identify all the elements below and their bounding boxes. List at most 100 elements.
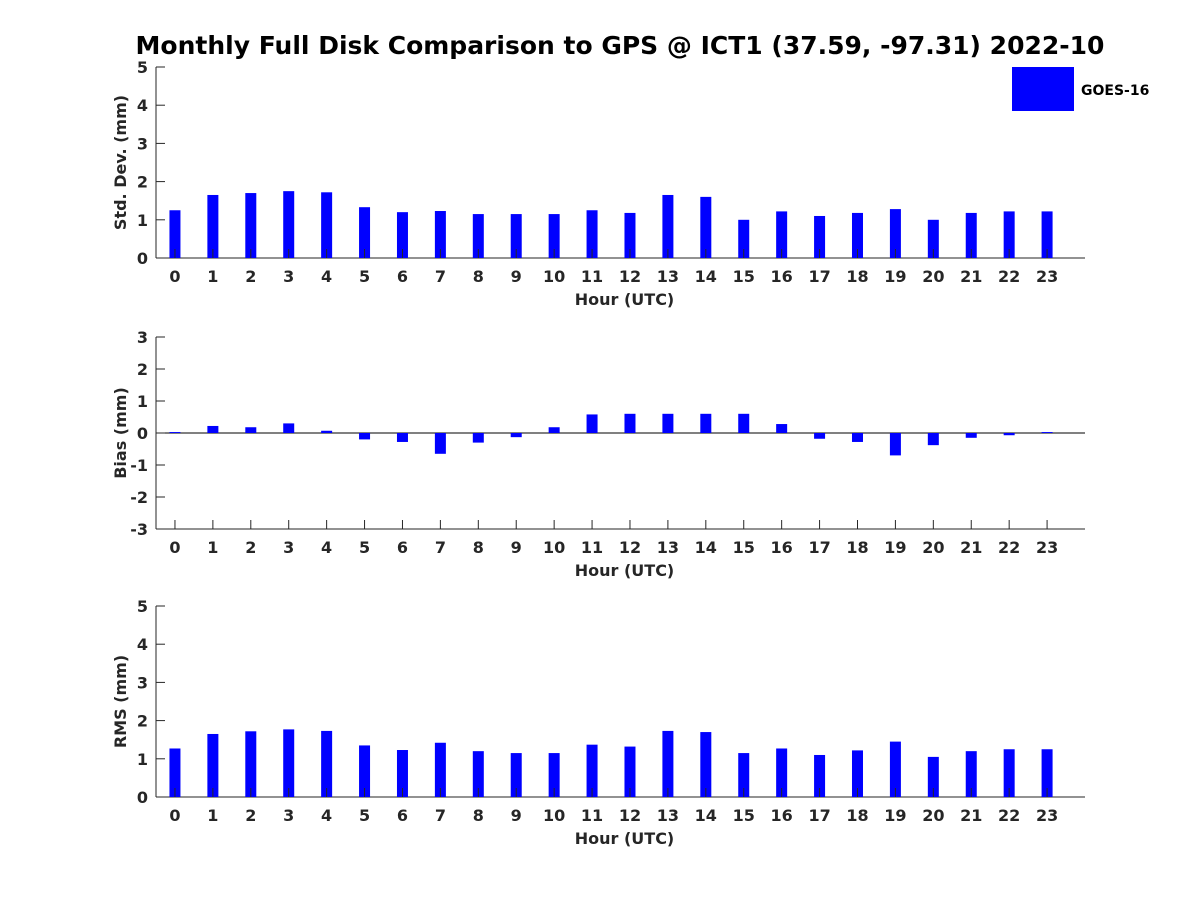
bar bbox=[548, 753, 560, 797]
y-tick-label: 3 bbox=[137, 673, 148, 692]
bar bbox=[245, 427, 257, 433]
bar bbox=[889, 209, 901, 258]
x-tick-label: 10 bbox=[543, 538, 565, 557]
x-tick-label: 18 bbox=[846, 267, 868, 286]
x-tick-label: 17 bbox=[808, 267, 830, 286]
x-tick-label: 1 bbox=[207, 806, 218, 825]
bar bbox=[700, 732, 712, 797]
bar bbox=[1003, 433, 1015, 436]
x-tick-label: 13 bbox=[657, 267, 679, 286]
y-tick-label: -3 bbox=[130, 520, 148, 539]
x-tick-label: 19 bbox=[884, 538, 906, 557]
x-tick-label: 4 bbox=[321, 267, 332, 286]
bar bbox=[245, 193, 257, 258]
bar bbox=[586, 744, 598, 797]
bar bbox=[548, 427, 560, 433]
x-tick-label: 20 bbox=[922, 267, 944, 286]
bar bbox=[889, 741, 901, 797]
bar bbox=[321, 430, 333, 433]
y-tick-label: 2 bbox=[137, 173, 148, 192]
x-tick-label: 15 bbox=[733, 806, 755, 825]
x-tick-label: 23 bbox=[1036, 267, 1058, 286]
bar bbox=[889, 433, 901, 456]
x-tick-label: 1 bbox=[207, 267, 218, 286]
y-tick-label: 4 bbox=[137, 96, 148, 115]
bar bbox=[662, 730, 674, 797]
bar bbox=[927, 219, 939, 258]
x-tick-label: 0 bbox=[169, 806, 180, 825]
bar bbox=[548, 214, 560, 258]
y-tick-label: 4 bbox=[137, 635, 148, 654]
y-axis-label: Bias (mm) bbox=[111, 387, 130, 479]
x-tick-label: 2 bbox=[245, 806, 256, 825]
bar bbox=[207, 425, 219, 433]
bar bbox=[434, 742, 446, 797]
bar bbox=[738, 753, 750, 797]
bar bbox=[1041, 749, 1053, 797]
x-tick-label: 14 bbox=[695, 267, 717, 286]
x-tick-label: 7 bbox=[435, 267, 446, 286]
legend: GOES-16 bbox=[1012, 67, 1149, 111]
bar bbox=[814, 433, 826, 439]
y-tick-label: 2 bbox=[137, 712, 148, 731]
x-tick-label: 2 bbox=[245, 538, 256, 557]
x-tick-label: 9 bbox=[511, 806, 522, 825]
y-tick-label: 1 bbox=[137, 211, 148, 230]
bar bbox=[472, 214, 484, 258]
bar bbox=[851, 212, 863, 258]
x-tick-label: 10 bbox=[543, 806, 565, 825]
bar bbox=[586, 210, 598, 258]
y-tick-label: 1 bbox=[137, 392, 148, 411]
x-tick-label: 9 bbox=[511, 538, 522, 557]
y-tick-label: 0 bbox=[137, 249, 148, 268]
bar bbox=[776, 424, 788, 433]
bar bbox=[700, 196, 712, 258]
bar bbox=[359, 745, 371, 797]
x-tick-label: 20 bbox=[922, 538, 944, 557]
x-tick-label: 0 bbox=[169, 538, 180, 557]
bar bbox=[510, 433, 522, 438]
y-tick-label: 2 bbox=[137, 360, 148, 379]
x-tick-label: 0 bbox=[169, 267, 180, 286]
bar bbox=[396, 212, 408, 258]
x-tick-label: 12 bbox=[619, 806, 641, 825]
x-tick-label: 6 bbox=[397, 267, 408, 286]
bar bbox=[472, 751, 484, 797]
bar bbox=[283, 191, 295, 258]
x-tick-label: 2 bbox=[245, 267, 256, 286]
x-tick-label: 8 bbox=[473, 538, 484, 557]
bar bbox=[283, 423, 295, 433]
y-tick-label: 0 bbox=[137, 424, 148, 443]
x-tick-label: 15 bbox=[733, 267, 755, 286]
x-tick-label: 12 bbox=[619, 267, 641, 286]
bar bbox=[321, 192, 333, 258]
x-tick-label: 8 bbox=[473, 267, 484, 286]
x-tick-label: 23 bbox=[1036, 806, 1058, 825]
bar bbox=[776, 211, 788, 258]
bar bbox=[1003, 749, 1015, 797]
bar bbox=[396, 750, 408, 797]
x-tick-label: 3 bbox=[283, 538, 294, 557]
bar bbox=[851, 750, 863, 797]
x-tick-label: 9 bbox=[511, 267, 522, 286]
bar bbox=[434, 433, 446, 454]
bar bbox=[662, 194, 674, 258]
y-axis-label: Std. Dev. (mm) bbox=[111, 95, 130, 230]
bar bbox=[510, 214, 522, 258]
x-tick-label: 14 bbox=[695, 538, 717, 557]
x-tick-label: 16 bbox=[771, 538, 793, 557]
bar bbox=[851, 433, 863, 442]
bar bbox=[283, 729, 295, 797]
x-tick-label: 6 bbox=[397, 538, 408, 557]
bar bbox=[965, 212, 977, 258]
bar bbox=[359, 433, 371, 440]
bar bbox=[776, 748, 788, 797]
x-tick-label: 5 bbox=[359, 538, 370, 557]
x-tick-label: 6 bbox=[397, 806, 408, 825]
legend-swatch bbox=[1012, 67, 1074, 111]
chart-title: Monthly Full Disk Comparison to GPS @ IC… bbox=[136, 31, 1105, 60]
x-tick-label: 5 bbox=[359, 806, 370, 825]
